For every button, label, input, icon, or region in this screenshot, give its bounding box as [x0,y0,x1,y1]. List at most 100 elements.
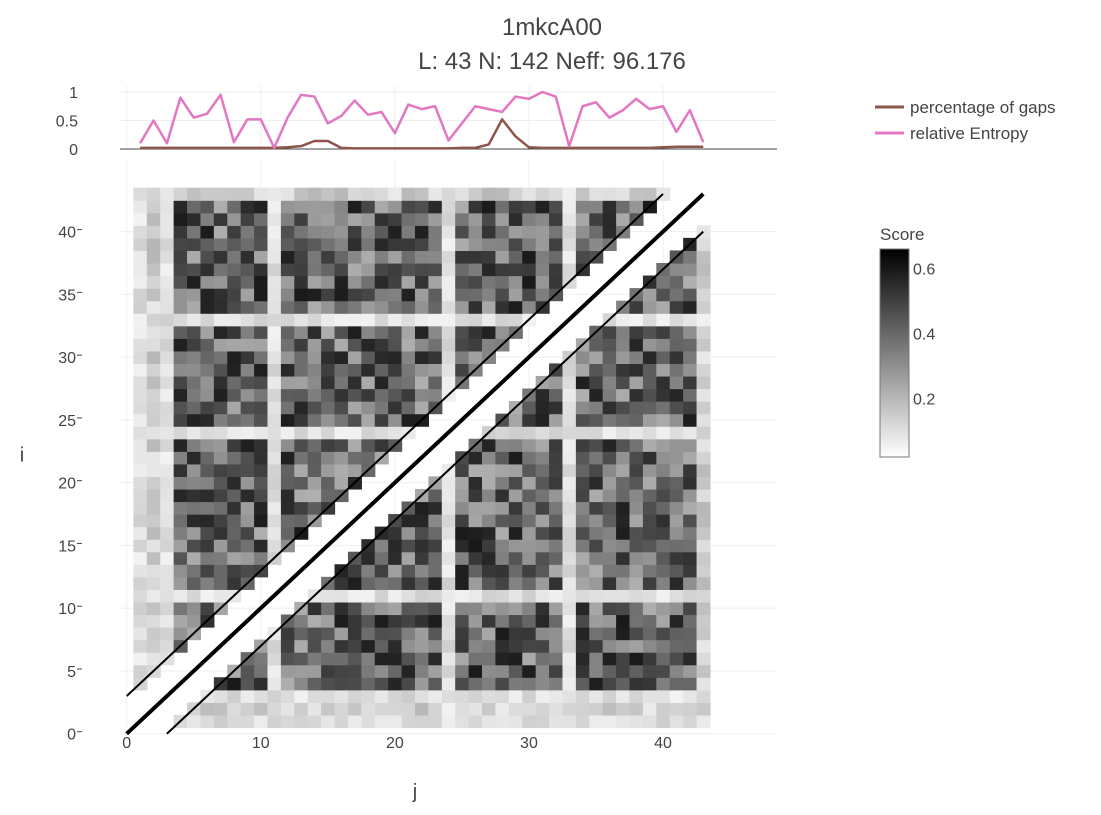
heatmap-cell [696,689,711,703]
y-tick-label: 10 [58,601,76,618]
heatmap-cell [347,702,362,716]
heatmap-cell [562,714,577,729]
heatmap-cell [401,313,416,327]
heatmap-cell [642,614,657,628]
heatmap-cell [696,350,711,365]
heatmap-cell [495,476,510,490]
heatmap-cell [146,652,161,666]
heatmap-cell [321,275,336,289]
heatmap-cell [160,551,175,565]
heatmap-cell [441,288,456,302]
heatmap-cell [133,275,148,289]
heatmap-cell [187,200,202,214]
heatmap-cell [696,539,711,553]
heatmap-cell [213,564,228,578]
heatmap-cell [240,363,255,377]
heatmap-cell [388,250,403,264]
heatmap-cell [374,677,389,691]
heatmap-cell [213,262,228,277]
heatmap-cell [374,438,389,452]
heatmap-cell [146,401,161,415]
heatmap-cell [294,313,309,327]
heatmap-cell [656,614,671,628]
heatmap-cell [401,325,416,339]
heatmap-cell [133,212,148,226]
heatmap-cell [589,614,604,628]
heatmap-cell [401,275,416,289]
heatmap-cell [656,589,671,603]
heatmap-cell [482,200,497,214]
heatmap-cell [160,539,175,553]
heatmap-cell [629,350,644,365]
heatmap-cell [669,375,684,390]
heatmap-cell [133,564,148,578]
heatmap-cell [374,401,389,415]
heatmap-cell [482,677,497,691]
heatmap-cell [468,187,483,201]
heatmap-cell [347,288,362,302]
heatmap-cell [683,689,698,703]
heatmap-cell [696,627,711,641]
heatmap-cell [683,664,698,678]
heatmap-cell [616,488,631,503]
heatmap-cell [361,375,376,390]
heatmap-cell [374,250,389,264]
heatmap-cell [347,388,362,402]
heatmap-cell [535,237,550,252]
heatmap-cell [374,300,389,314]
heatmap-cell [482,601,497,616]
heatmap-cell [254,413,269,427]
heatmap-cell [160,388,175,402]
heatmap-cell [482,476,497,490]
heatmap-cell [589,639,604,653]
heatmap-cell [347,601,362,616]
heatmap-cell [535,601,550,616]
heatmap-cell [307,237,322,252]
heatmap-cell [616,677,631,691]
heatmap-cell [669,664,684,678]
heatmap-cell [146,639,161,653]
heatmap-cell [562,702,577,716]
heatmap-cell [535,212,550,226]
heatmap-cell [280,325,295,339]
heatmap-cell [133,250,148,264]
heatmap-cell [482,564,497,578]
heatmap-cell [334,237,349,252]
heatmap-cell [388,564,403,578]
heatmap-cell [441,363,456,377]
heatmap-cell [575,363,590,377]
heatmap-cell [414,225,429,239]
heatmap-cell [428,576,443,590]
heatmap-cell [616,325,631,339]
heatmap-cell [254,488,269,503]
heatmap-cell [549,488,564,503]
heatmap-cell [401,539,416,553]
heatmap-cell [133,413,148,427]
heatmap-cell [602,601,617,616]
heatmap-cell [173,300,188,314]
heatmap-cell [482,526,497,540]
heatmap-cell [455,325,470,339]
heatmap-cell [240,300,255,314]
heatmap-cell [388,426,403,440]
heatmap-cell [508,539,523,553]
heatmap-cell [401,288,416,302]
heatmap-cell [656,426,671,440]
heatmap-cell [347,187,362,201]
heatmap-cell [428,639,443,653]
heatmap-cell [482,627,497,641]
heatmap-cell [455,576,470,590]
heatmap-cell [334,413,349,427]
heatmap-cell [334,401,349,415]
heatmap-cell [240,401,255,415]
heatmap-cell [549,576,564,590]
heatmap-cell [683,476,698,490]
heatmap-cell [482,551,497,565]
heatmap-cell [656,639,671,653]
heatmap-cell [495,451,510,465]
heatmap-cell [696,300,711,314]
heatmap-cell [401,601,416,616]
heatmap-cell [280,187,295,201]
heatmap-cell [642,551,657,565]
heatmap-cell [535,401,550,415]
